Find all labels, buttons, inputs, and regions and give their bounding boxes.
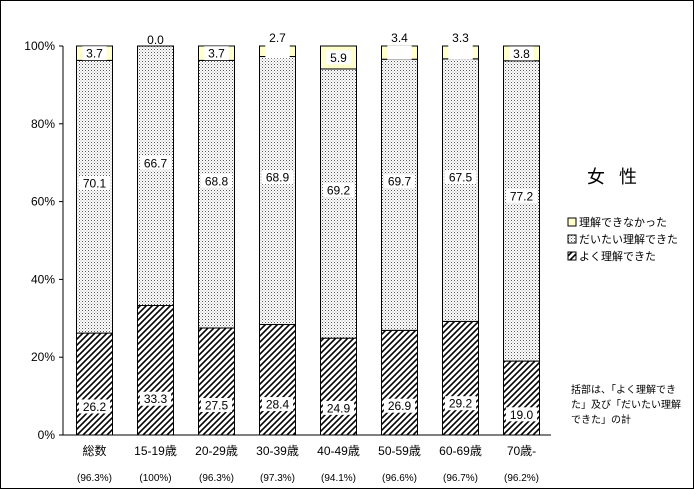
y-tick-label: 80% — [31, 117, 55, 131]
subtotal-label: (94.1%) — [321, 473, 356, 484]
data-label: 27.5 — [205, 399, 229, 413]
x-tick-label: 50-59歳 — [378, 444, 421, 458]
legend-label: よく理解できた — [579, 249, 656, 263]
data-label: 68.8 — [205, 174, 229, 188]
bar-segment — [442, 58, 479, 322]
subtotal-label: (96.3%) — [199, 473, 234, 484]
bar-segment — [320, 337, 357, 436]
data-label: 3.7 — [86, 47, 103, 61]
data-label-bg — [322, 183, 355, 198]
bar-segment — [381, 329, 418, 436]
subtotal-label: (96.2%) — [504, 473, 539, 484]
data-label: 28.4 — [266, 398, 290, 412]
bar-segment — [198, 59, 235, 329]
x-tick-label: 60-69歳 — [439, 444, 482, 458]
bar-segment — [442, 320, 479, 436]
data-label-bg — [387, 45, 412, 60]
footnote-line: 括部は、「よく理解でき — [571, 383, 676, 396]
data-label-bg — [78, 176, 111, 191]
data-label: 33.3 — [144, 392, 168, 406]
data-label: 2.7 — [269, 31, 286, 45]
data-label-bg — [82, 46, 107, 61]
data-label: 24.9 — [327, 401, 351, 415]
data-label: 5.9 — [330, 51, 347, 65]
bar-segment — [259, 324, 296, 436]
footnote: 括部は、「よく理解できた」及び「だいたい理解できた」の計 — [571, 383, 681, 426]
x-tick-label: 総数 — [82, 443, 106, 458]
data-label-bg — [505, 188, 538, 203]
data-label-bg — [444, 396, 477, 411]
data-label: 29.2 — [449, 397, 473, 411]
bar-segment — [503, 360, 540, 436]
legend-label: だいたい理解できた — [579, 232, 678, 246]
data-label-bg — [200, 173, 233, 188]
data-label-bg — [326, 50, 351, 65]
data-label: 3.8 — [513, 47, 530, 61]
subtotal-label: (96.6%) — [382, 473, 417, 484]
data-label-bg — [383, 398, 416, 413]
data-label: 19.0 — [510, 408, 534, 422]
footnote-line: た」及び「だいたい理解 — [571, 398, 681, 411]
data-label-bg — [200, 398, 233, 413]
data-label: 3.7 — [208, 47, 225, 61]
data-label-bg — [383, 174, 416, 189]
bar-segment — [381, 58, 418, 331]
y-tick-label: 20% — [31, 350, 55, 364]
legend-swatch — [567, 234, 577, 244]
subtotal-label: (96.3%) — [77, 473, 112, 484]
bar-segment — [320, 68, 357, 339]
legend-swatch — [567, 251, 577, 261]
y-tick-label: 100% — [24, 39, 55, 53]
data-label-bg — [139, 155, 172, 170]
y-tick-label: 40% — [31, 272, 55, 286]
x-tick-label: 40-49歳 — [317, 444, 360, 458]
x-tick-label: 15-19歳 — [134, 444, 177, 458]
data-label-bg — [139, 391, 172, 406]
y-tick-label: 60% — [31, 195, 55, 209]
data-label-bg — [261, 397, 294, 412]
data-label: 69.7 — [388, 175, 412, 189]
bar-segment — [76, 332, 113, 436]
data-label-bg — [322, 400, 355, 415]
bar-segment — [137, 304, 174, 436]
data-label: 0.0 — [147, 33, 164, 47]
side-title: 女性 — [587, 167, 651, 188]
data-label: 26.9 — [388, 399, 412, 413]
data-label: 77.2 — [510, 189, 534, 203]
data-label-bg — [204, 46, 229, 61]
data-label: 26.2 — [83, 400, 107, 414]
data-label: 66.7 — [144, 156, 168, 170]
data-label-bg — [448, 45, 473, 60]
data-label: 3.4 — [391, 31, 408, 45]
x-tick-label: 70歳- — [507, 444, 536, 458]
subtotal-label: (100%) — [139, 473, 171, 484]
bar-segment — [259, 56, 296, 326]
data-label: 67.5 — [449, 170, 473, 184]
x-tick-label: 20-29歳 — [195, 444, 238, 458]
x-tick-label: 30-39歳 — [256, 444, 299, 458]
data-label: 68.9 — [266, 171, 290, 185]
data-label-bg — [261, 170, 294, 185]
subtotal-label: (97.3%) — [260, 473, 295, 484]
data-label-bg — [505, 407, 538, 422]
legend-swatch — [567, 217, 577, 227]
data-label-bg — [265, 44, 290, 59]
bar-segment — [198, 327, 235, 436]
legend-label: 理解できなかった — [579, 215, 667, 229]
subtotal-label: (96.7%) — [443, 473, 478, 484]
data-label: 3.3 — [452, 31, 469, 45]
bar-segment — [76, 59, 113, 334]
data-label: 69.2 — [327, 184, 351, 198]
y-tick-label: 0% — [38, 428, 56, 442]
bar-segment — [503, 60, 540, 362]
data-label-bg — [509, 46, 534, 61]
bar-segment — [137, 45, 174, 306]
data-label-bg — [444, 169, 477, 184]
data-label-bg — [78, 399, 111, 414]
footnote-line: できた」の計 — [571, 413, 631, 426]
data-label: 70.1 — [83, 177, 107, 191]
